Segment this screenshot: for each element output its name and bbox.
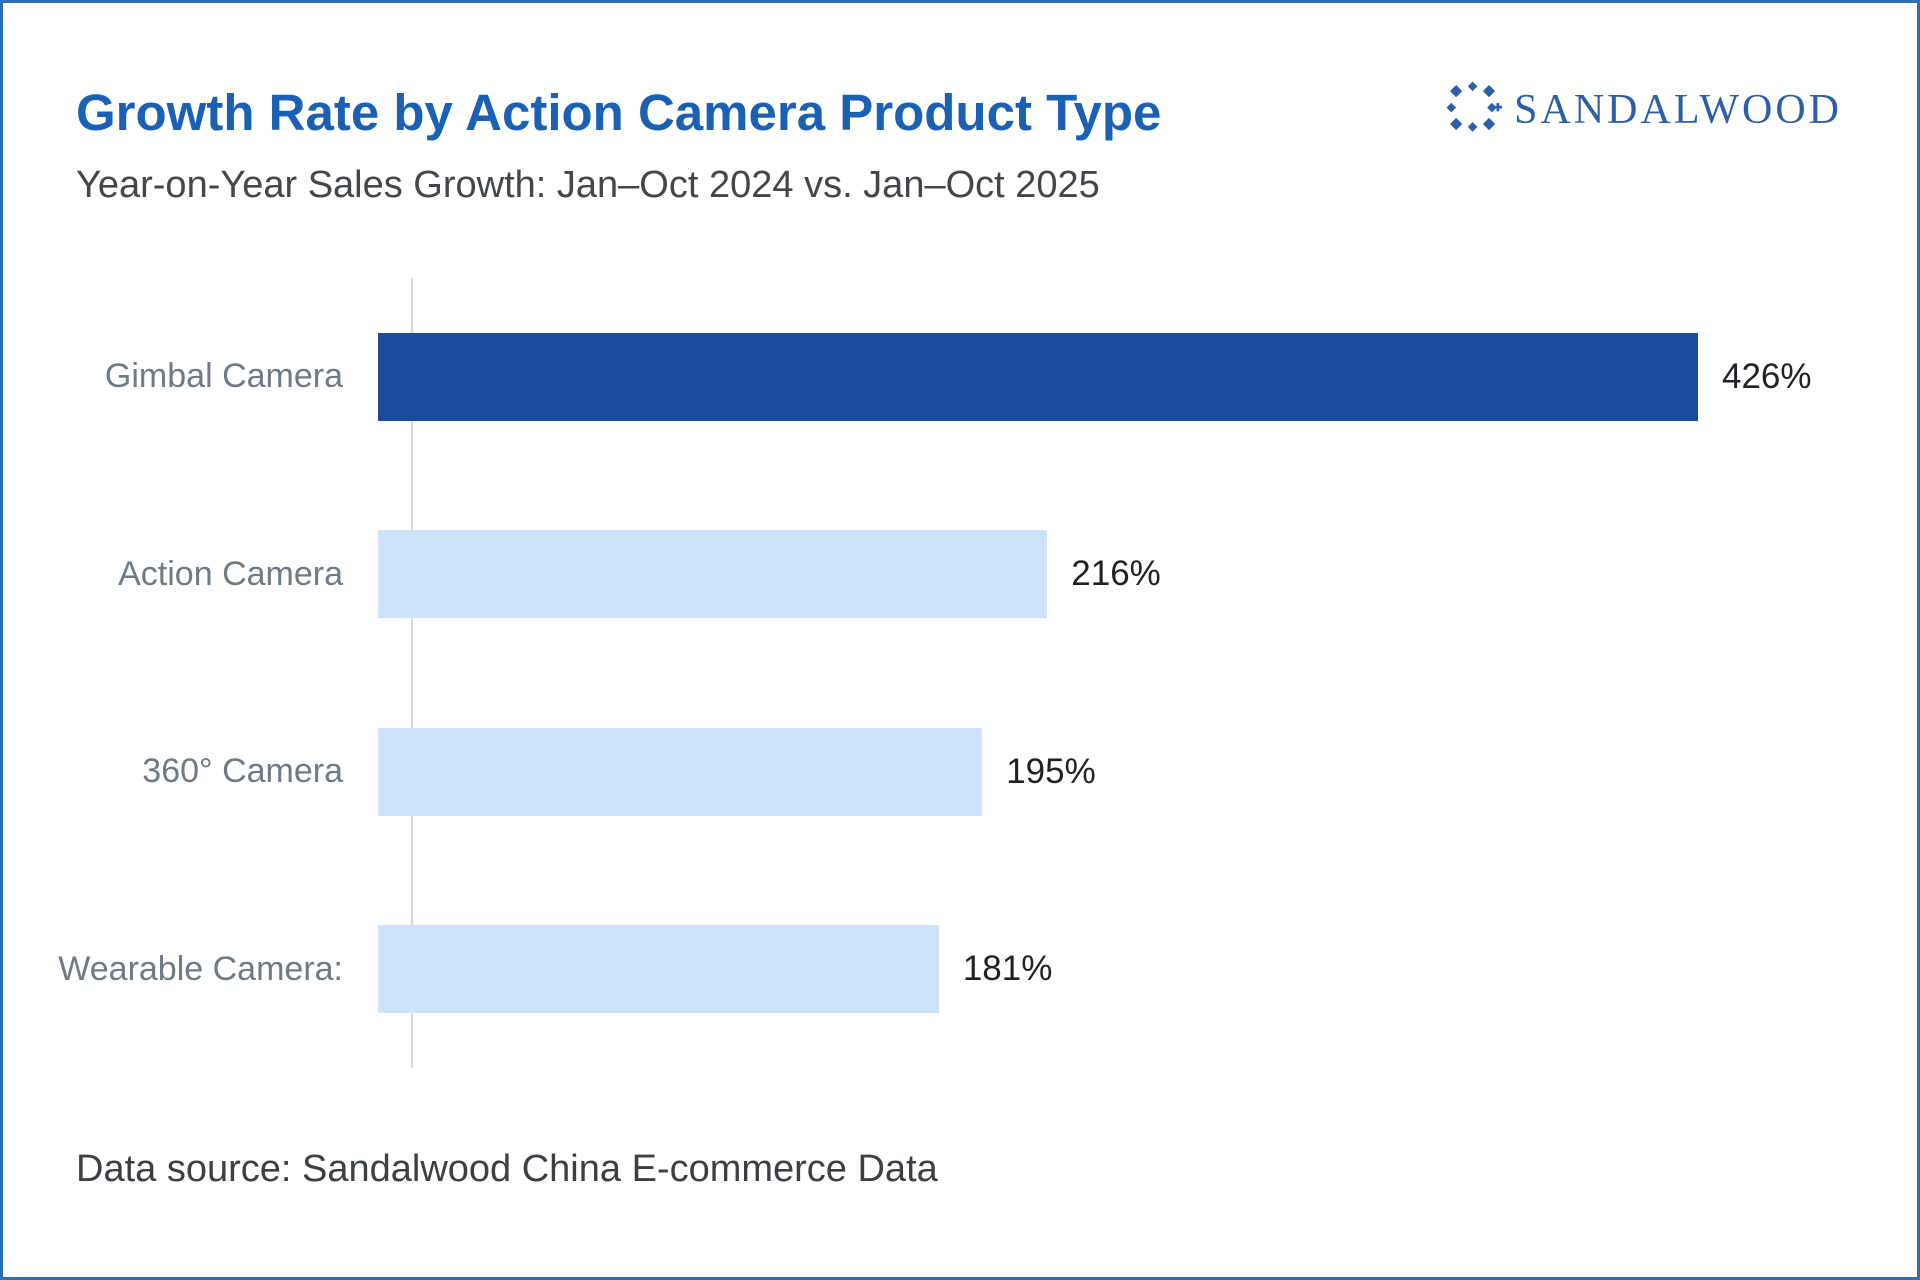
- bar-wrap: 216%: [378, 530, 1698, 619]
- bar-rows: Gimbal Camera 426% Action Camera 216% 36…: [3, 278, 1917, 1069]
- bar-wrap: 426%: [378, 332, 1812, 421]
- sandalwood-logo-icon: [1446, 81, 1503, 132]
- bar-label: 360° Camera: [142, 752, 343, 791]
- bar: [378, 332, 1698, 421]
- bar-value-label: 216%: [1071, 554, 1161, 594]
- sandalwood-wordmark: SANDALWOOD: [1514, 87, 1842, 133]
- y-axis-line: [411, 278, 413, 1068]
- chart-header: Growth Rate by Action Camera Product Typ…: [76, 83, 1842, 207]
- bar-value-label: 426%: [1722, 356, 1812, 396]
- bar-label: Action Camera: [118, 554, 343, 593]
- sandalwood-logo: SANDALWOOD: [1446, 81, 1842, 139]
- bar-value-label: 181%: [962, 949, 1053, 989]
- bar-row-360-camera: 360° Camera 195%: [3, 673, 1917, 871]
- bar-wrap: 195%: [378, 727, 1698, 816]
- bar: [378, 925, 939, 1014]
- bar-row-gimbal-camera: Gimbal Camera 426%: [3, 278, 1917, 476]
- bar: [378, 727, 983, 816]
- page-subtitle: Year-on-Year Sales Growth: Jan–Oct 2024 …: [76, 164, 1100, 206]
- bar-label: Wearable Camera:: [58, 949, 343, 988]
- bar-chart: Gimbal Camera 426% Action Camera 216% 36…: [3, 278, 1917, 1069]
- bar-label: Gimbal Camera: [104, 357, 343, 396]
- bar-row-wearable-camera: Wearable Camera: 181%: [3, 871, 1917, 1069]
- bar: [378, 530, 1048, 619]
- bar-wrap: 181%: [378, 925, 1698, 1014]
- data-source-note: Data source: Sandalwood China E-commerce…: [76, 1148, 938, 1190]
- bar-value-label: 195%: [1006, 751, 1096, 791]
- bar-row-action-camera: Action Camera 216%: [3, 476, 1917, 674]
- page-title: Growth Rate by Action Camera Product Typ…: [76, 84, 1162, 141]
